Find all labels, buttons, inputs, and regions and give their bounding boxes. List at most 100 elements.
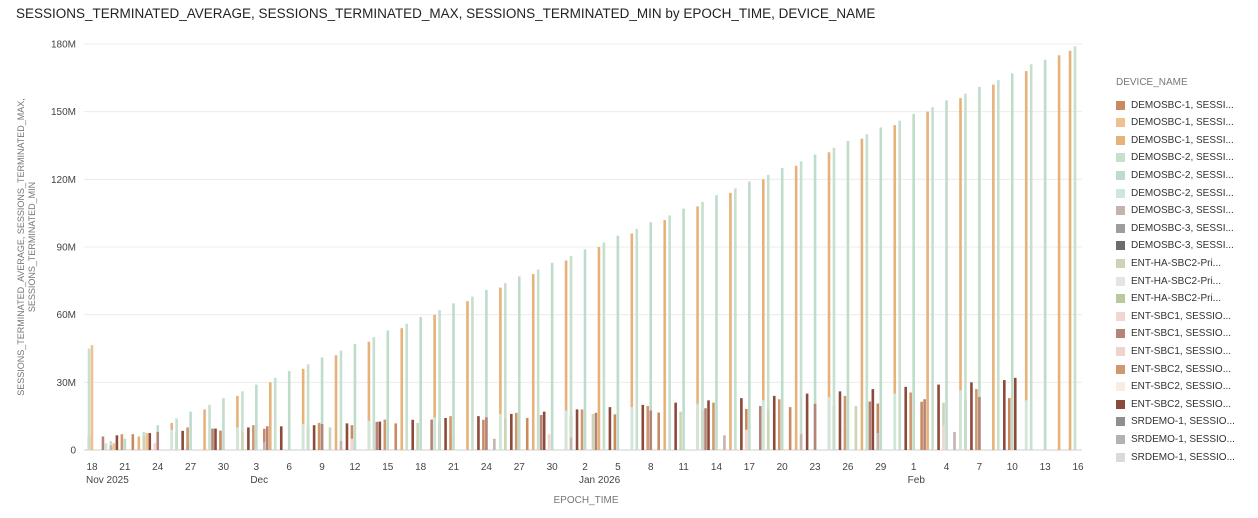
bar[interactable]	[400, 328, 404, 450]
bar[interactable]	[583, 249, 587, 450]
bar[interactable]	[375, 421, 379, 450]
bar[interactable]	[255, 384, 258, 450]
bar[interactable]	[978, 396, 981, 450]
bar[interactable]	[569, 437, 573, 450]
bar[interactable]	[525, 417, 529, 450]
bar[interactable]	[466, 301, 469, 450]
bar[interactable]	[279, 426, 283, 450]
bar[interactable]	[181, 430, 184, 450]
bar[interactable]	[799, 434, 803, 450]
bar[interactable]	[923, 399, 926, 450]
bar[interactable]	[920, 401, 923, 450]
bar[interactable]	[745, 429, 748, 450]
bar[interactable]	[843, 395, 847, 450]
bar[interactable]	[203, 409, 206, 450]
bar[interactable]	[175, 418, 178, 450]
bar[interactable]	[320, 357, 324, 450]
bar[interactable]	[1003, 380, 1006, 450]
legend-item[interactable]: DEMOSBC-3, SESSI...	[1116, 221, 1234, 235]
bar[interactable]	[616, 235, 620, 450]
bar[interactable]	[663, 219, 666, 450]
bar[interactable]	[142, 436, 146, 450]
bar[interactable]	[1007, 398, 1011, 450]
bar[interactable]	[306, 364, 310, 450]
bar[interactable]	[641, 404, 645, 450]
bar[interactable]	[536, 269, 540, 450]
bar[interactable]	[372, 337, 376, 450]
legend-item[interactable]: DEMOSBC-1, SESSI...	[1116, 133, 1234, 147]
bar[interactable]	[186, 427, 189, 450]
bar[interactable]	[317, 422, 321, 450]
legend-item[interactable]: SRDEMO-1, SESSIO...	[1116, 432, 1235, 446]
bar[interactable]	[137, 436, 141, 450]
bar[interactable]	[876, 403, 880, 450]
bar[interactable]	[378, 421, 382, 450]
bar[interactable]	[438, 310, 441, 450]
bar[interactable]	[591, 413, 595, 450]
bar[interactable]	[109, 445, 113, 450]
legend-item[interactable]: ENT-SBC1, SESSIO...	[1116, 327, 1231, 341]
bar[interactable]	[635, 228, 639, 450]
bar[interactable]	[871, 389, 875, 450]
legend-item[interactable]: ENT-HA-SBC2-Pri...	[1116, 256, 1221, 270]
bar[interactable]	[287, 371, 291, 450]
bar[interactable]	[564, 260, 568, 450]
bar[interactable]	[433, 417, 436, 450]
bar[interactable]	[367, 420, 371, 450]
legend-item[interactable]: ENT-SBC1, SESSIO...	[1116, 344, 1231, 358]
bar[interactable]	[1043, 59, 1047, 451]
bar[interactable]	[334, 355, 338, 450]
bar[interactable]	[236, 395, 239, 450]
bar[interactable]	[879, 127, 883, 450]
bar[interactable]	[208, 404, 211, 450]
bar[interactable]	[893, 125, 897, 450]
bar[interactable]	[1057, 55, 1061, 451]
bar[interactable]	[945, 100, 948, 450]
bar[interactable]	[997, 80, 1000, 450]
bar[interactable]	[542, 411, 546, 450]
legend-item[interactable]: DEMOSBC-2, SESSI...	[1116, 168, 1234, 182]
bar[interactable]	[1024, 400, 1028, 450]
legend-item[interactable]: DEMOSBC-2, SESSI...	[1116, 186, 1234, 200]
bar[interactable]	[926, 111, 929, 451]
bar[interactable]	[485, 417, 488, 450]
bar[interactable]	[696, 403, 699, 450]
bar[interactable]	[131, 434, 135, 450]
bar[interactable]	[485, 289, 488, 450]
bar[interactable]	[115, 435, 119, 450]
bar[interactable]	[214, 428, 217, 450]
bar[interactable]	[729, 192, 732, 450]
bar[interactable]	[153, 443, 157, 450]
bar[interactable]	[970, 382, 973, 450]
bar[interactable]	[504, 418, 507, 450]
bar[interactable]	[912, 113, 915, 450]
bar[interactable]	[777, 399, 781, 450]
bar[interactable]	[301, 368, 305, 450]
bar[interactable]	[145, 433, 149, 450]
bar[interactable]	[273, 377, 277, 450]
bar[interactable]	[87, 348, 91, 451]
bar[interactable]	[386, 330, 390, 450]
bar[interactable]	[90, 345, 94, 450]
bar[interactable]	[499, 287, 502, 450]
legend-item[interactable]: ENT-HA-SBC2-Pri...	[1116, 274, 1221, 288]
bar[interactable]	[942, 425, 945, 450]
bar[interactable]	[419, 316, 422, 450]
bar[interactable]	[860, 138, 864, 450]
bar[interactable]	[104, 443, 108, 450]
bar[interactable]	[723, 435, 726, 450]
bar[interactable]	[646, 406, 650, 450]
bar[interactable]	[170, 429, 173, 450]
bar[interactable]	[959, 390, 962, 450]
bar[interactable]	[734, 188, 737, 450]
bar[interactable]	[482, 419, 485, 450]
bar[interactable]	[222, 398, 225, 450]
bar[interactable]	[1010, 73, 1014, 451]
bar[interactable]	[265, 426, 269, 450]
bar[interactable]	[715, 195, 718, 450]
bar[interactable]	[805, 393, 809, 450]
bar[interactable]	[761, 179, 765, 451]
bar[interactable]	[493, 438, 496, 450]
bar[interactable]	[367, 341, 371, 450]
bar[interactable]	[416, 422, 419, 450]
